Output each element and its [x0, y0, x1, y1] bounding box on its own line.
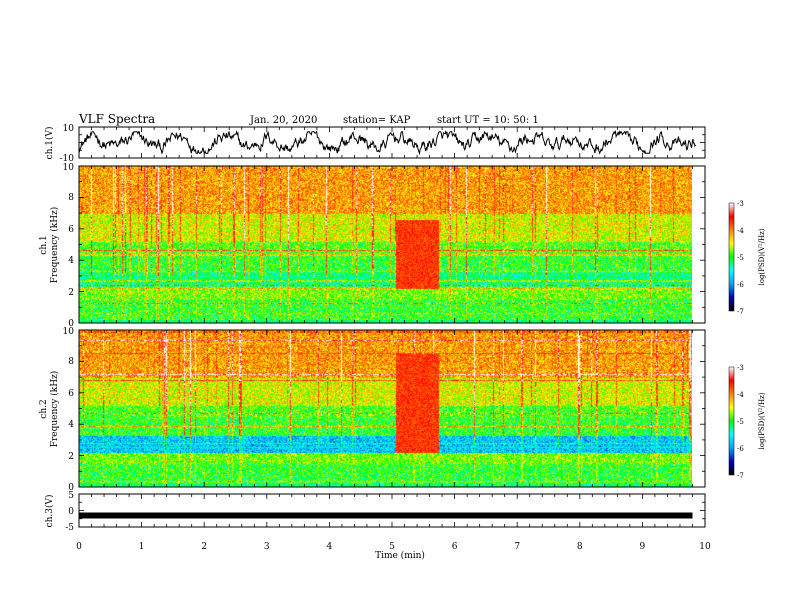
xtick-3: 3: [264, 542, 270, 552]
xtick-2: 2: [201, 542, 207, 552]
ch1-cb-tick-m6: -6: [737, 281, 744, 289]
ch2-cb-tick-m6: -6: [737, 445, 744, 453]
ch3-waveform-ticks: [78, 493, 706, 528]
xtick-1: 1: [139, 542, 145, 552]
ch2-cb-tick-m4: -4: [737, 391, 744, 399]
xtick-5: 5: [389, 542, 395, 552]
ch1-waveform-ylabel: ch.1(V): [44, 127, 55, 160]
ch1-colorbar: -3 -4 -5 -6 -7 log(PSD)(V²/Hz): [728, 200, 766, 316]
ch2-freq-tick-2: 2: [68, 452, 74, 462]
ch2-spectrogram-panel: 0 2 4 6 8 10 ch.2 Frequency (kHz): [39, 327, 706, 493]
ch1-freq-tick-2: 2: [68, 288, 74, 298]
ch3-ytick-m5: -5: [65, 523, 74, 533]
x-axis-label: Time (min): [375, 550, 425, 561]
ch1-spectrogram-ticks: [78, 165, 706, 324]
ch1-freq-tick-8: 8: [68, 193, 74, 203]
ch1-spectrogram-ylabel-line1: ch.1: [39, 235, 49, 254]
ch3-waveform-line: [79, 512, 693, 519]
ch1-freq-tick-4: 4: [68, 256, 74, 266]
ch1-spectrogram-panel: 0 2 4 6 8 10 ch.1 Frequency (kHz): [39, 163, 706, 329]
ch1-waveform-frame: [78, 126, 706, 159]
ch3-waveform-ylabel: ch.3(V): [44, 495, 55, 528]
ch2-cb-tick-m7: -7: [737, 472, 744, 480]
ch2-spectrogram-ylabel-line1: ch.2: [39, 399, 49, 418]
ch2-cb-tick-m3: -3: [737, 364, 744, 372]
date-label: Jan. 20, 2020: [249, 115, 317, 126]
ch1-cb-tick-m4: -4: [737, 227, 744, 235]
ch2-cb-tick-m5: -5: [737, 418, 744, 426]
ch1-waveform-panel: 10 -10 ch.1(V): [44, 124, 706, 164]
ch2-freq-tick-4: 4: [68, 420, 74, 430]
figure-title: VLF Spectra: [78, 112, 155, 126]
xtick-4: 4: [327, 542, 333, 552]
ch1-spectrogram-ylabel-line2: Frequency (kHz): [49, 207, 60, 284]
ch3-ytick-0: 0: [68, 507, 74, 517]
ch1-freq-tick-0: 0: [68, 319, 74, 329]
xtick-10: 10: [699, 542, 711, 552]
ch1-cb-tick-m7: -7: [737, 308, 744, 316]
ch3-waveform-panel: 5 0 -5 ch.3(V): [44, 491, 706, 533]
ch2-spectrogram-ticks: [78, 329, 706, 488]
ch2-colorbar-label: log(PSD)(V²/Hz): [758, 392, 766, 449]
ch1-ytick-top: 10: [63, 124, 75, 134]
ch1-freq-tick-10: 10: [63, 163, 75, 173]
ch2-colorbar: -3 -4 -5 -6 -7 log(PSD)(V²/Hz): [728, 364, 766, 480]
xtick-9: 9: [640, 542, 646, 552]
ch1-ytick-bottom: -10: [60, 154, 75, 164]
xtick-8: 8: [577, 542, 583, 552]
ch1-freq-tick-6: 6: [68, 225, 74, 235]
ch1-spectrogram-image: [79, 166, 692, 323]
ch2-spectrogram-image: [79, 330, 692, 487]
ch2-freq-tick-8: 8: [68, 357, 74, 367]
xtick-6: 6: [452, 542, 458, 552]
ch1-colorbar-gradient: [728, 202, 735, 312]
ch1-cb-tick-m3: -3: [737, 200, 744, 208]
ch2-freq-tick-10: 10: [63, 327, 75, 337]
ch2-freq-tick-0: 0: [68, 483, 74, 493]
ch3-ytick-5: 5: [68, 491, 74, 501]
ch1-waveform-ticks: [78, 126, 706, 159]
ch2-colorbar-gradient: [728, 366, 735, 476]
ch1-cb-tick-m5: -5: [737, 254, 744, 262]
start-ut-label: start UT = 10: 50: 1: [437, 115, 539, 126]
ch1-colorbar-label: log(PSD)(V²/Hz): [758, 228, 766, 285]
ch2-spectrogram-ylabel-line2: Frequency (kHz): [49, 371, 60, 448]
ch1-waveform-line: [78, 129, 697, 156]
xtick-0: 0: [76, 542, 82, 552]
station-label: station= KAP: [343, 115, 411, 126]
xtick-7: 7: [514, 542, 520, 552]
time-axis: 0 1 2 3 4 5 6 7 8 9 10 Time (min): [76, 542, 711, 561]
ch2-freq-tick-6: 6: [68, 389, 74, 399]
